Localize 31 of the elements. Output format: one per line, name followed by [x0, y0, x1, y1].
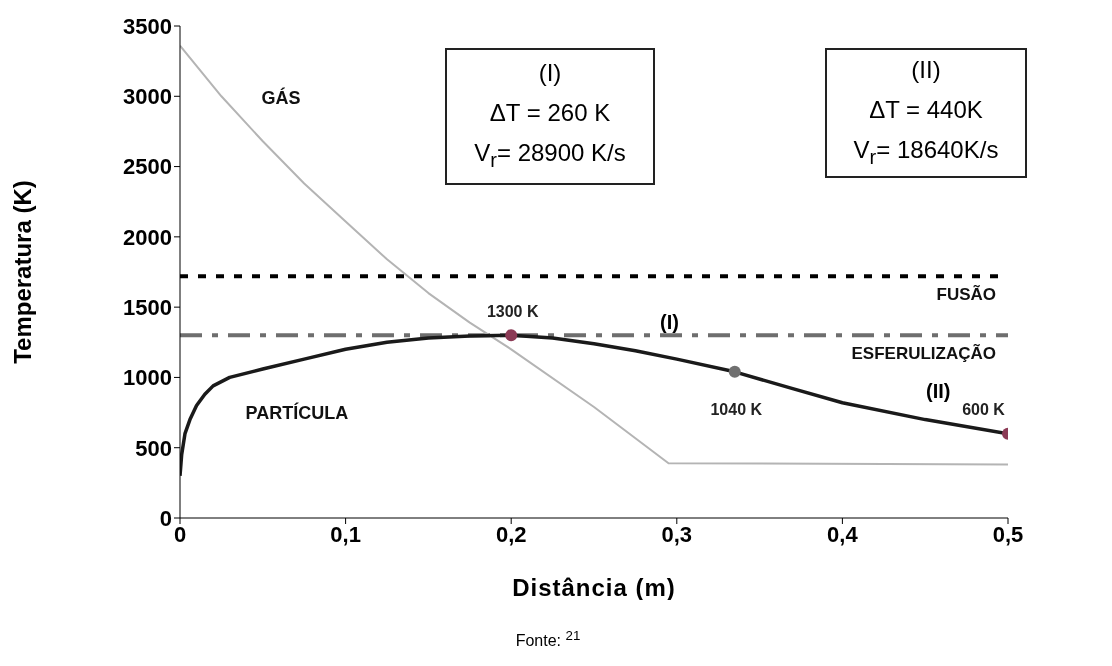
x-tick-label: 0,1	[330, 521, 361, 547]
y-tick-label: 0	[159, 505, 172, 531]
source-note: Fonte: $^{21}$	[514, 628, 582, 651]
ref-line-label: FUSÃO	[936, 284, 996, 305]
series-label: GÁS	[261, 87, 301, 109]
x-tick-label: 0,2	[495, 521, 527, 547]
x-tick-label: 0,5	[992, 521, 1024, 547]
point	[728, 365, 741, 378]
y-tick-label: 2500	[123, 154, 172, 180]
y-tick-label: 2000	[123, 224, 172, 250]
annotation: (II) ΔT = 440K V$_{r}$= 18640K/s	[853, 54, 999, 170]
y-tick-label: 500	[135, 435, 172, 461]
annotation: (I)	[660, 311, 679, 334]
series-label: PARTÍCULA	[245, 402, 349, 424]
text-box: (II) ΔT = 440K V$_{r}$= 18640K/s	[825, 48, 1027, 178]
ref-line-label: ESFERULIZAÇÃO	[851, 343, 996, 364]
y-tick-label: 3500	[123, 13, 172, 39]
y-axis-title: Temperatura (K)	[8, 180, 36, 364]
annotation: (II)	[926, 380, 951, 403]
data-label: 1040 K	[710, 401, 763, 419]
y-tick-label: 1000	[123, 365, 172, 391]
y-tick-label: 1500	[123, 294, 172, 320]
point	[505, 329, 518, 342]
data-label: 1300 K	[486, 302, 539, 320]
annotation: (I) ΔT = 260 K V$_{r}$= 28900 K/s	[474, 58, 626, 173]
line-series	[180, 44, 1008, 466]
x-tick-label: 0,3	[661, 521, 693, 547]
x-tick-label: 0,4	[827, 521, 859, 547]
y-tick-label: 3000	[123, 84, 172, 110]
data-label: 600 K	[962, 401, 1006, 419]
text-box: (I) ΔT = 260 K V$_{r}$= 28900 K/s	[445, 48, 655, 185]
